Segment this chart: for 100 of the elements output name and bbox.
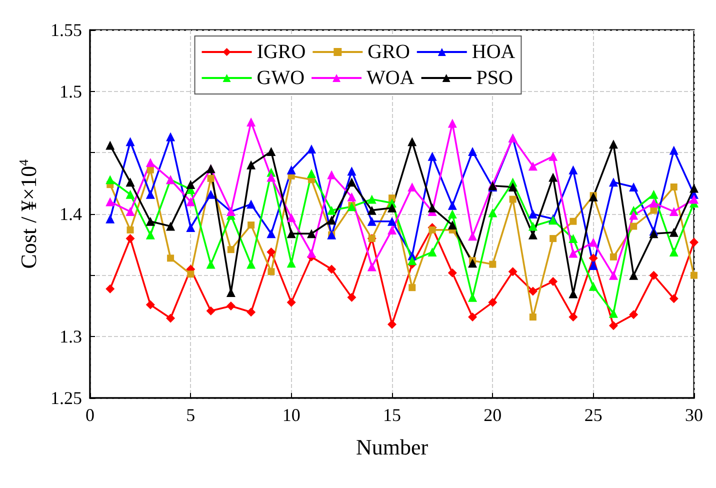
point: [347, 292, 356, 302]
point: [528, 162, 538, 171]
point: [327, 216, 336, 225]
point: [650, 206, 658, 214]
point: [489, 260, 496, 268]
point: [690, 184, 698, 193]
point: [306, 248, 316, 258]
y-axis-title: Cost / ¥×104: [16, 158, 41, 269]
point: [347, 166, 356, 176]
x-axis-title: Number: [356, 434, 429, 460]
point: [649, 270, 658, 280]
point: [327, 264, 336, 274]
point: [306, 144, 316, 154]
point: [690, 194, 698, 204]
point: [548, 276, 558, 286]
legend-label: IGRO: [256, 41, 306, 63]
point: [608, 140, 618, 149]
point: [548, 152, 558, 161]
point: [246, 308, 256, 317]
point: [690, 272, 698, 279]
point: [126, 137, 135, 146]
point: [268, 268, 275, 276]
y-tick-label: 1.3: [60, 326, 82, 347]
legend-label: WOA: [366, 67, 415, 89]
point: [488, 208, 498, 218]
point: [367, 194, 376, 204]
y-tick-label: 1.5: [60, 81, 82, 102]
point: [126, 178, 135, 187]
point: [690, 238, 698, 247]
point: [367, 216, 376, 226]
x-tick-label: 20: [484, 405, 502, 425]
point: [629, 310, 638, 320]
point: [588, 238, 598, 247]
point: [608, 270, 618, 280]
point: [106, 175, 115, 184]
point: [649, 190, 658, 199]
point: [286, 258, 296, 268]
point: [286, 229, 296, 238]
point: [649, 229, 658, 238]
point: [167, 254, 174, 262]
point: [106, 214, 115, 224]
point: [669, 228, 678, 237]
point: [448, 268, 457, 278]
point: [608, 321, 618, 330]
point: [207, 174, 214, 182]
x-tick-label: 0: [86, 405, 94, 425]
point: [266, 172, 276, 182]
point: [166, 222, 176, 231]
point: [428, 226, 436, 234]
point: [146, 190, 155, 199]
y-tick-label: 1.55: [50, 20, 82, 40]
point: [629, 210, 638, 220]
point: [106, 140, 115, 150]
point: [186, 222, 196, 232]
point: [206, 190, 216, 199]
point: [146, 158, 155, 167]
point: [568, 234, 578, 244]
point: [468, 312, 478, 322]
point: [266, 146, 276, 156]
point: [448, 210, 457, 218]
point: [509, 196, 516, 203]
point: [367, 262, 376, 272]
point: [186, 197, 196, 206]
point: [146, 300, 155, 310]
point: [608, 308, 618, 318]
y-tick-label: 1.4: [60, 204, 82, 224]
point: [428, 248, 437, 257]
point: [347, 202, 356, 212]
point: [488, 298, 498, 307]
legend-label: PSO: [476, 67, 514, 89]
point: [508, 182, 518, 192]
point: [286, 213, 296, 222]
point: [388, 194, 396, 202]
x-tick-label: 25: [584, 405, 602, 425]
point: [306, 229, 316, 238]
point: [246, 118, 256, 126]
point: [347, 192, 356, 202]
point: [146, 230, 155, 240]
point: [568, 312, 578, 322]
y-tick-label: 1.25: [50, 388, 82, 408]
point: [146, 216, 155, 226]
point: [448, 200, 457, 210]
point: [428, 203, 437, 212]
point: [327, 170, 336, 180]
point: [126, 234, 135, 244]
point: [166, 132, 176, 142]
point: [550, 235, 557, 242]
point: [588, 282, 598, 291]
point: [588, 261, 598, 270]
point: [166, 314, 176, 323]
point: [528, 286, 538, 296]
point: [548, 172, 558, 182]
point: [669, 294, 678, 304]
point: [608, 178, 618, 187]
point: [327, 206, 336, 215]
x-tick-label: 10: [282, 405, 300, 425]
point: [186, 180, 196, 190]
point: [528, 222, 538, 231]
point: [528, 210, 538, 218]
point: [106, 197, 115, 206]
